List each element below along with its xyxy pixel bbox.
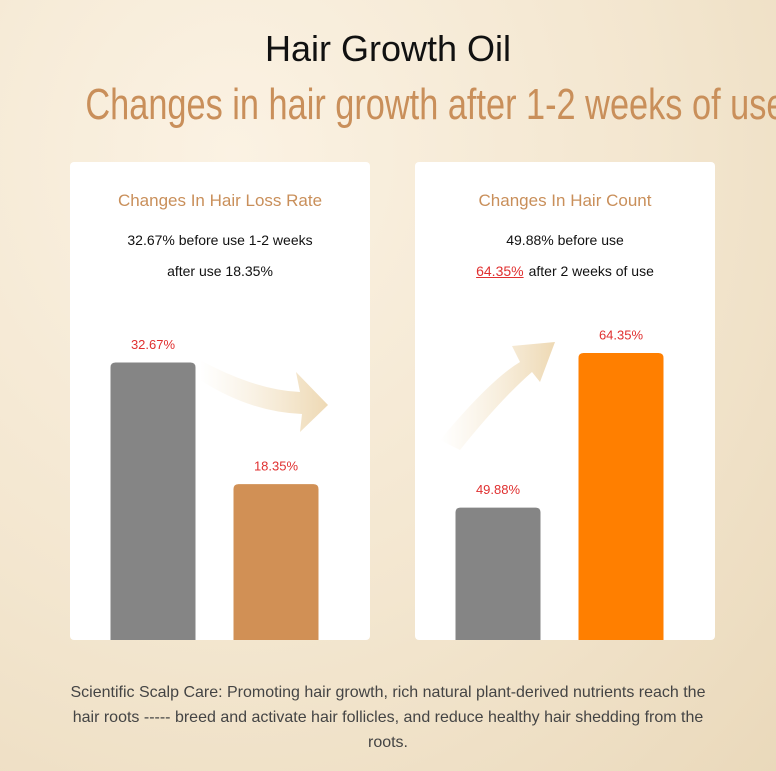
bar <box>578 352 664 640</box>
annotation-text: after 2 weeks of use <box>528 263 654 279</box>
arrow <box>440 342 555 450</box>
chart-title: Changes In Hair Loss Rate <box>117 191 323 210</box>
annotation: after use 18.35% <box>70 263 370 279</box>
annotation-text: 32.67% before use 1-2 weeks <box>127 232 313 248</box>
bar <box>110 362 196 640</box>
value-label: 32.67% <box>131 337 176 352</box>
annotation-text: 64.35% <box>476 263 524 279</box>
bar <box>455 507 541 640</box>
annotation: 32.67% before use 1-2 weeks <box>70 232 370 248</box>
annotation: 64.35% after 2 weeks of use <box>415 263 715 279</box>
title: Hair Growth Oil <box>264 28 512 69</box>
bar <box>233 484 319 640</box>
arrow <box>200 360 328 432</box>
footer-text: Scientific Scalp Care: Promoting hair gr… <box>70 684 706 751</box>
subtitle: Changes in hair growth after 1-2 weeks o… <box>85 80 776 129</box>
annotation: 49.88% before use <box>415 232 715 248</box>
value-label: 18.35% <box>254 459 299 474</box>
value-label: 49.88% <box>476 482 521 497</box>
annotation-text: after use 18.35% <box>167 263 273 279</box>
value-label: 64.35% <box>599 327 644 342</box>
chart-title: Changes In Hair Count <box>478 191 652 210</box>
annotation-text: 49.88% before use <box>506 232 624 248</box>
